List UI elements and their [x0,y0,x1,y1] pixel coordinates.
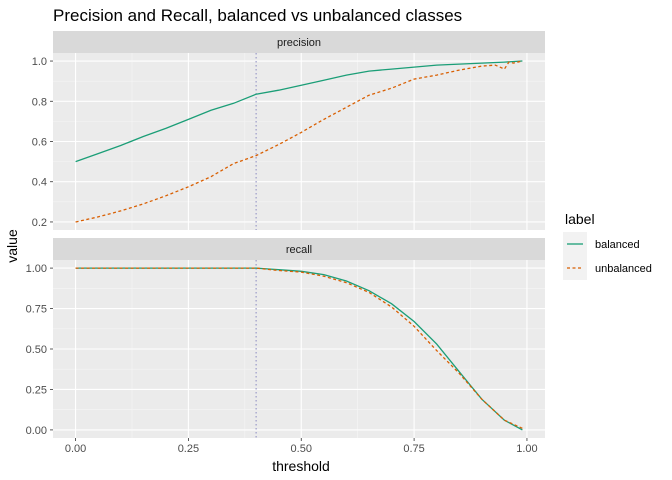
series-line-balanced-precision [75,60,523,163]
y-tick-label: 0.25 [26,384,47,396]
legend-label-unbalanced: unbalanced [595,263,652,275]
y-tick-label: 0.2 [32,217,47,229]
x-tick-label: 0.50 [291,443,312,455]
x-tick-label: 0.75 [403,443,424,455]
series-line-unbalanced-precision [75,60,523,223]
legend-title: label [565,211,595,227]
y-tick-label: 1.0 [32,56,47,68]
x-tick-label: 0.00 [65,443,86,455]
x-tick-label: 1.00 [516,443,537,455]
y-tick-label: 1.00 [26,263,47,275]
y-tick-label: 0.6 [32,137,47,149]
strip-label-recall: recall [286,244,312,256]
y-tick-label: 0.8 [32,96,47,108]
series-line-unbalanced-recall [75,267,523,429]
chart-title: Precision and Recall, balanced vs unbala… [53,6,462,25]
series-line-balanced-recall [75,267,523,431]
y-tick-label: 0.50 [26,344,47,356]
y-tick-label: 0.4 [32,177,47,189]
strip-precision [53,31,545,53]
y-tick-label: 0.00 [26,425,47,437]
strip-label-precision: precision [277,37,321,49]
legend-label-balanced: balanced [595,239,640,251]
strip-recall [53,238,545,260]
x-axis-title: threshold [272,458,330,474]
x-tick-label: 0.25 [178,443,199,455]
y-tick-label: 0.75 [26,304,47,316]
y-axis-title: value [4,229,20,263]
